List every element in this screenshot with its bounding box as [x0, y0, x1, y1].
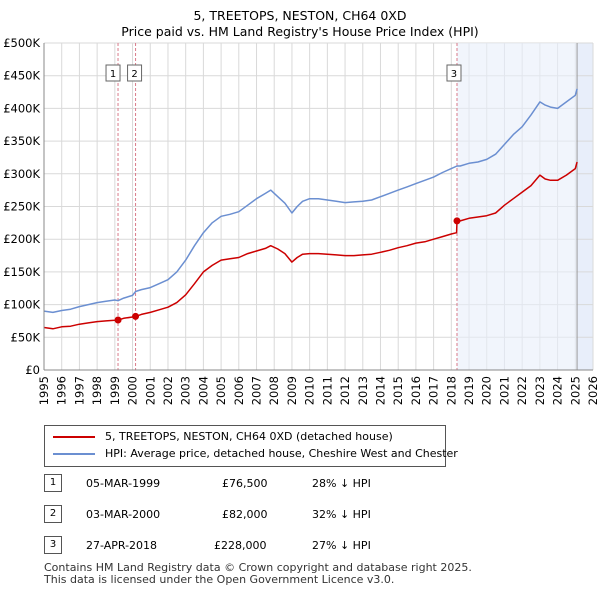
- sale-marker-box: [127, 64, 143, 82]
- transaction-delta: 32% ↓ HPI: [312, 508, 371, 521]
- x-tick-label: 2026: [586, 376, 600, 405]
- sale-point: [453, 217, 461, 225]
- legend-item-hpi: HPI: Average price, detached house, Ches…: [53, 447, 458, 461]
- x-tick-label: 2018: [444, 376, 458, 405]
- sale-point: [114, 316, 122, 324]
- x-tick-label: 1997: [72, 376, 86, 405]
- legend-swatch-price-paid: [53, 436, 95, 438]
- x-tick-label: 2009: [285, 376, 299, 405]
- transaction-date: 27-APR-2018: [86, 539, 158, 552]
- y-tick-label: £100K: [3, 298, 40, 312]
- x-tick-label: 2004: [196, 376, 210, 405]
- x-tick-label: 2001: [143, 376, 157, 405]
- y-tick-label: £200K: [3, 232, 40, 246]
- x-tick-label: 2025: [568, 376, 582, 405]
- x-tick-label: 1996: [55, 376, 69, 405]
- footer-line-licence: This data is licensed under the Open Gov…: [44, 573, 395, 586]
- x-tick-label: 2019: [462, 376, 476, 405]
- sale-marker-number: 1: [110, 69, 116, 80]
- x-tick-label: 2016: [409, 376, 423, 405]
- transaction-badge: 1: [44, 474, 62, 492]
- y-tick-label: £0: [25, 363, 40, 377]
- y-tick-label: £150K: [3, 265, 40, 279]
- transaction-date: 03-MAR-2000: [86, 508, 161, 521]
- legend-swatch-hpi: [53, 453, 95, 455]
- sale-point: [132, 312, 140, 320]
- y-tick-label: £300K: [3, 167, 40, 181]
- sale-marker-label: 1: [105, 64, 121, 82]
- transaction-price: £76,500: [222, 477, 268, 490]
- x-tick-label: 2017: [427, 376, 441, 405]
- transaction-badge: 2: [44, 505, 62, 523]
- chart-title: 5, TREETOPS, NESTON, CH64 0XD: [193, 8, 407, 23]
- sale-marker-number: 3: [451, 69, 457, 80]
- transaction-row: 3 27-APR-2018 £228,000 27% ↓ HPI: [44, 536, 564, 556]
- x-tick-label: 2013: [356, 376, 370, 405]
- x-tick-label: 2022: [515, 376, 529, 405]
- x-tick-label: 2006: [232, 376, 246, 405]
- x-tick-label: 2008: [267, 376, 281, 405]
- transaction-price: £228,000: [214, 539, 267, 552]
- x-tick-label: 2011: [320, 376, 334, 405]
- x-tick-label: 2002: [161, 376, 175, 405]
- post-sale-shade: [456, 43, 578, 370]
- transaction-delta: 28% ↓ HPI: [312, 477, 371, 490]
- x-tick-label: 2014: [373, 376, 387, 405]
- x-tick-label: 2005: [214, 376, 228, 405]
- legend-label-price-paid: 5, TREETOPS, NESTON, CH64 0XD (detached …: [105, 430, 393, 443]
- sale-marker-label: 3: [446, 64, 462, 82]
- x-tick-label: 1998: [90, 376, 104, 405]
- y-tick-label: £400K: [3, 101, 40, 115]
- transaction-delta: 27% ↓ HPI: [312, 539, 371, 552]
- price-chart: 1 2 3 £0 £50K £100K £150K £200K £250K £300K £350K £…: [3, 36, 600, 405]
- y-tick-label: £500K: [3, 36, 40, 50]
- transaction-date: 05-MAR-1999: [86, 477, 161, 490]
- x-tick-label: 2015: [391, 376, 405, 405]
- sale-marker-label: 2: [127, 64, 143, 82]
- footer-line-copyright: Contains HM Land Registry data © Crown c…: [44, 561, 472, 574]
- sale-marker-number: 2: [131, 69, 137, 80]
- transaction-row: 1 05-MAR-1999 £76,500 28% ↓ HPI: [44, 474, 564, 494]
- x-tick-label: 2007: [250, 376, 264, 405]
- x-tick-label: 2010: [303, 376, 317, 405]
- sale-marker-box: [446, 64, 462, 82]
- legend-item-price-paid: 5, TREETOPS, NESTON, CH64 0XD (detached …: [53, 430, 393, 444]
- chart-subtitle: Price paid vs. HM Land Registry's House …: [121, 24, 479, 39]
- x-tick-label: 2000: [126, 376, 140, 405]
- x-tick-label: 2012: [338, 376, 352, 405]
- x-tick-label: 1999: [108, 376, 122, 405]
- transaction-badge: 3: [44, 536, 62, 554]
- hpi-line: [43, 88, 578, 314]
- x-tick-label: 2003: [179, 376, 193, 405]
- transaction-price: £82,000: [222, 508, 268, 521]
- transaction-row: 2 03-MAR-2000 £82,000 32% ↓ HPI: [44, 505, 564, 525]
- x-tick-label: 2021: [497, 376, 511, 405]
- x-tick-label: 1995: [37, 376, 51, 405]
- footer-attribution: Contains HM Land Registry data © Crown c…: [44, 562, 472, 586]
- legend-label-hpi: HPI: Average price, detached house, Ches…: [105, 447, 458, 460]
- sale-marker-box: [105, 64, 121, 82]
- x-tick-label: 2024: [551, 376, 565, 405]
- chart-legend: 5, TREETOPS, NESTON, CH64 0XD (detached …: [44, 425, 458, 467]
- y-tick-label: £250K: [3, 200, 40, 214]
- y-tick-label: £450K: [3, 69, 40, 83]
- x-tick-label: 2020: [480, 376, 494, 405]
- y-tick-label: £50K: [11, 330, 41, 344]
- x-tick-label: 2023: [533, 376, 547, 405]
- y-tick-label: £350K: [3, 134, 40, 148]
